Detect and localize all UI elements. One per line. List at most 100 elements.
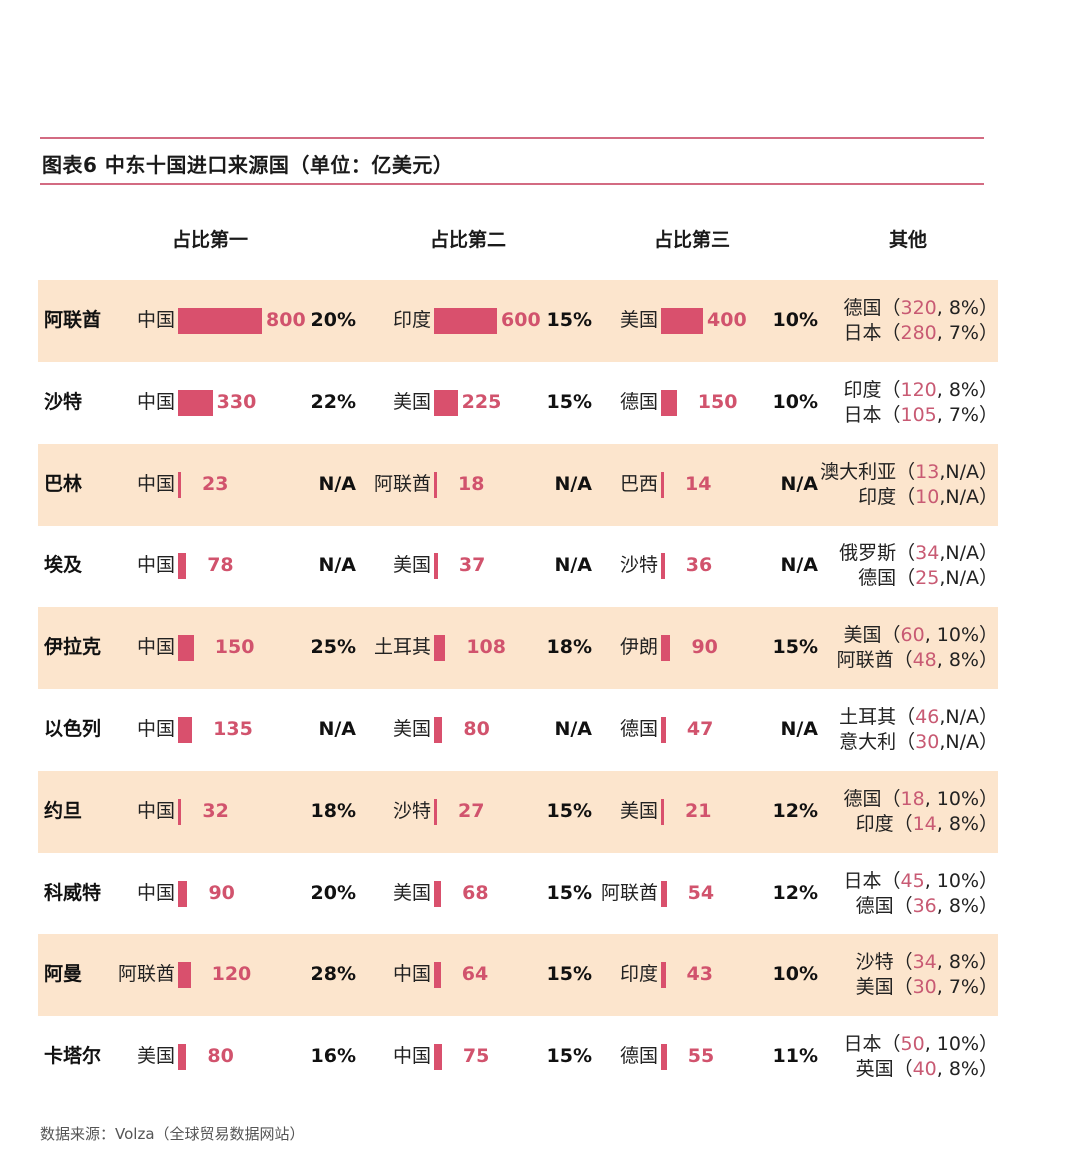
other-source-value: 40: [912, 1058, 937, 1081]
import-value-label: 36: [685, 554, 713, 577]
other-source-share: , 8%）: [936, 951, 998, 974]
import-value-bar: [178, 962, 191, 989]
other-source-item: 沙特（34, 8%）: [818, 950, 998, 975]
other-source-share: , 10%）: [924, 624, 998, 647]
header-rank-1: 占比第一: [171, 229, 249, 251]
other-source-value: 30: [912, 976, 937, 999]
other-sources: 日本（45, 10%） 德国（36, 8%）: [818, 869, 998, 919]
other-source-item: 土耳其（46,N/A）: [818, 705, 998, 730]
other-source-name: 印度（: [843, 378, 901, 401]
import-value-label: 150: [697, 390, 738, 413]
source-country: 中国: [392, 963, 431, 986]
other-source-item: 阿联酋（48, 8%）: [818, 648, 998, 673]
other-source-share: , 8%）: [936, 894, 998, 917]
other-source-value: 45: [900, 869, 925, 892]
other-source-share: , 8%）: [936, 1058, 998, 1081]
import-share: 20%: [310, 309, 356, 331]
source-country: 美国: [619, 309, 658, 331]
table-row: 卡塔尔 美国 80 16% 中国 75 15% 德国 55 11% 日本（50, 10%） 英国（40…: [38, 1016, 998, 1098]
import-share: 22%: [310, 390, 356, 413]
other-sources: 澳大利亚（13,N/A） 印度（10,N/A）: [818, 460, 998, 510]
country-name: 埃及: [44, 554, 83, 577]
import-value-bar: [178, 880, 188, 907]
other-sources: 日本（50, 10%） 英国（40, 8%）: [818, 1032, 998, 1082]
source-country: 德国: [619, 390, 658, 413]
other-source-share: ,N/A）: [939, 706, 998, 728]
table-row: 阿联酋 中国 800 20% 印度 600 15% 美国 400 10% 德国（320, 8%） 日本…: [38, 280, 998, 362]
other-source-value: 320: [900, 297, 937, 319]
other-sources: 印度（120, 8%） 日本（105, 7%）: [818, 378, 998, 428]
other-source-name: 美国（: [843, 624, 901, 647]
import-value-bar: [178, 717, 193, 743]
import-value-bar: [178, 471, 181, 498]
header-rank-2: 占比第二: [429, 229, 507, 251]
other-source-value: 46: [915, 706, 940, 728]
import-value-bar: [178, 798, 182, 825]
source-country: 中国: [392, 1045, 431, 1068]
import-value-label: 800: [266, 309, 306, 331]
import-share: N/A: [554, 472, 592, 495]
other-source-name: 德国（: [858, 567, 916, 590]
import-share: N/A: [318, 554, 356, 577]
import-value-label: 43: [686, 963, 713, 986]
other-source-share: , 7%）: [936, 322, 998, 344]
other-source-item: 印度（120, 8%）: [818, 378, 998, 403]
import-share: 15%: [546, 390, 592, 413]
other-source-share: ,N/A）: [939, 542, 998, 565]
import-value-label: 68: [462, 881, 489, 904]
country-name: 约旦: [44, 799, 83, 822]
other-source-value: 36: [912, 894, 937, 917]
import-value-label: 90: [691, 636, 718, 659]
import-share: 16%: [310, 1045, 356, 1068]
source-country: 中国: [136, 554, 175, 577]
import-value-bar: [178, 635, 194, 662]
top-rule: [40, 137, 984, 139]
other-sources: 德国（18, 10%） 印度（14, 8%）: [818, 787, 998, 837]
other-source-value: 48: [912, 649, 937, 672]
other-source-share: ,N/A）: [939, 567, 998, 590]
import-value-bar: [178, 1044, 187, 1071]
country-name: 以色列: [44, 718, 102, 740]
other-source-item: 日本（50, 10%）: [818, 1032, 998, 1057]
import-share: 15%: [546, 1045, 592, 1068]
other-source-name: 沙特（: [855, 951, 913, 974]
other-sources: 德国（320, 8%） 日本（280, 7%）: [818, 296, 998, 346]
other-source-item: 德国（25,N/A）: [818, 566, 998, 591]
import-value-label: 330: [216, 390, 257, 413]
import-value-label: 120: [211, 963, 252, 986]
other-source-item: 印度（14, 8%）: [818, 812, 998, 837]
import-value-bar: [434, 962, 441, 989]
import-share: 10%: [772, 963, 818, 986]
table-row: 沙特 中国 330 22% 美国 225 15% 德国 150 10% 印度（120, 8%） 日本（…: [38, 362, 998, 444]
import-value-bar: [661, 553, 665, 580]
table-row: 约旦 中国 32 18% 沙特 27 15% 美国 21 12% 德国（18, 10%） 印度（14,…: [38, 770, 998, 853]
import-value-bar: [661, 471, 664, 498]
country-name: 卡塔尔: [44, 1045, 102, 1068]
import-share: N/A: [318, 472, 356, 495]
source-country: 中国: [136, 309, 175, 331]
source-country: 德国: [619, 1045, 658, 1068]
country-name: 伊拉克: [44, 636, 102, 659]
other-source-share: , 8%）: [936, 649, 998, 672]
import-value-label: 78: [207, 554, 234, 577]
import-value-bar: [434, 717, 443, 743]
other-source-value: 25: [915, 567, 940, 590]
import-value-bar: [661, 389, 677, 416]
source-country: 阿联酋: [373, 472, 431, 495]
import-value-label: 75: [462, 1045, 490, 1068]
other-source-value: 14: [912, 812, 937, 835]
source-country: 中国: [136, 472, 175, 495]
other-source-name: 印度（: [858, 485, 916, 508]
import-value-bar: [434, 471, 437, 498]
import-value-label: 47: [686, 718, 714, 740]
other-source-item: 英国（40, 8%）: [818, 1057, 998, 1082]
other-source-value: 280: [900, 322, 937, 344]
import-value-bar: [178, 553, 187, 580]
other-source-item: 德国（18, 10%）: [818, 787, 998, 812]
other-source-name: 日本（: [843, 869, 901, 892]
import-share: 28%: [310, 963, 356, 986]
import-value-label: 23: [202, 472, 229, 495]
source-country: 沙特: [392, 799, 431, 822]
table-row: 科威特 中国 90 20% 美国 68 15% 阿联酋 54 12% 日本（45, 10%） 德国（3…: [38, 853, 998, 935]
import-share: N/A: [554, 718, 592, 740]
